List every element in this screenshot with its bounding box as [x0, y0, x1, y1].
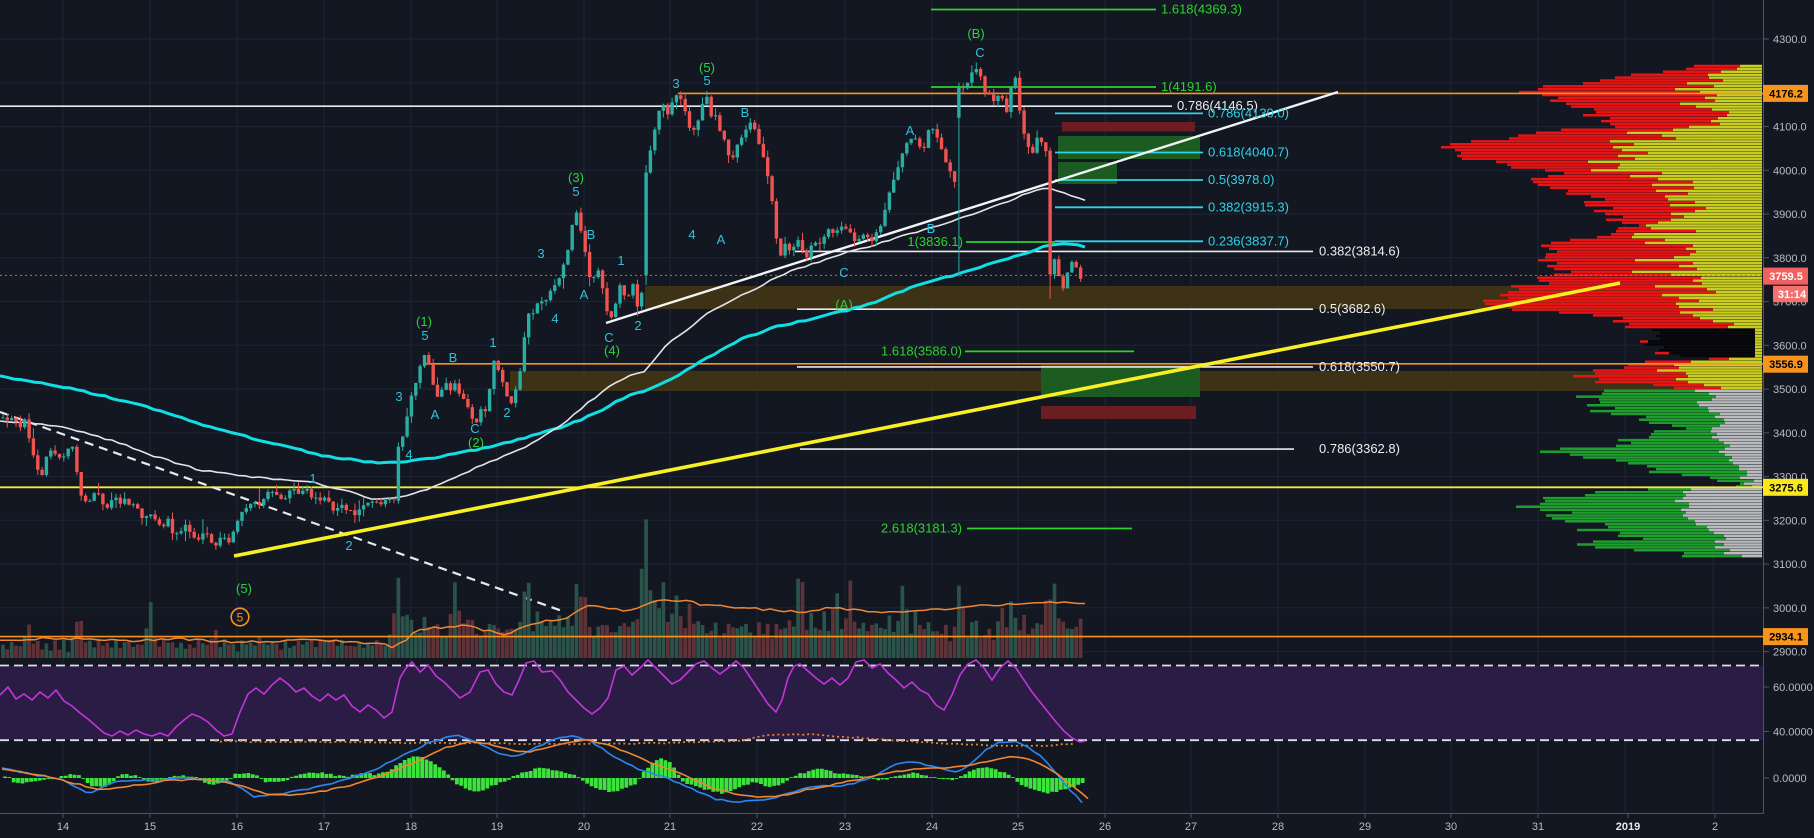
svg-text:(2): (2) — [468, 435, 484, 450]
svg-text:3900.0: 3900.0 — [1773, 209, 1807, 221]
svg-text:27: 27 — [1185, 821, 1197, 833]
svg-text:3275.6: 3275.6 — [1769, 482, 1803, 494]
svg-text:0.5(3682.6): 0.5(3682.6) — [1319, 301, 1386, 316]
svg-text:3600.0: 3600.0 — [1773, 340, 1807, 352]
svg-text:(B): (B) — [967, 26, 984, 41]
svg-text:3500.0: 3500.0 — [1773, 384, 1807, 396]
svg-text:B: B — [449, 350, 458, 365]
svg-text:(1): (1) — [416, 314, 432, 329]
svg-text:4000.0: 4000.0 — [1773, 165, 1807, 177]
svg-text:(A): (A) — [835, 297, 852, 312]
svg-text:A: A — [717, 232, 726, 247]
svg-text:3100.0: 3100.0 — [1773, 559, 1807, 571]
svg-text:2: 2 — [634, 318, 641, 333]
svg-text:C: C — [975, 45, 984, 60]
svg-text:C: C — [839, 265, 848, 280]
svg-text:1: 1 — [617, 253, 624, 268]
svg-text:2: 2 — [1712, 821, 1718, 833]
svg-text:15: 15 — [144, 821, 156, 833]
svg-text:14: 14 — [57, 821, 69, 833]
svg-text:4176.2: 4176.2 — [1769, 88, 1803, 100]
svg-text:5: 5 — [572, 184, 579, 199]
svg-text:20: 20 — [578, 821, 590, 833]
svg-text:C: C — [470, 421, 479, 436]
svg-text:22: 22 — [751, 821, 763, 833]
svg-text:3200.0: 3200.0 — [1773, 515, 1807, 527]
svg-text:(5): (5) — [699, 60, 715, 75]
svg-text:A: A — [906, 123, 915, 138]
svg-text:25: 25 — [1012, 821, 1024, 833]
svg-text:17: 17 — [318, 821, 330, 833]
svg-text:4: 4 — [688, 227, 695, 242]
svg-text:0.0000: 0.0000 — [1773, 773, 1807, 785]
svg-text:21: 21 — [664, 821, 676, 833]
svg-text:0.618(3550.7): 0.618(3550.7) — [1319, 359, 1400, 374]
svg-text:31: 31 — [1532, 821, 1544, 833]
svg-text:B: B — [587, 227, 596, 242]
svg-text:4: 4 — [551, 311, 558, 326]
svg-text:3: 3 — [395, 389, 402, 404]
svg-text:0.382(3915.3): 0.382(3915.3) — [1208, 199, 1289, 214]
svg-text:3556.9: 3556.9 — [1769, 359, 1803, 371]
svg-text:1: 1 — [489, 335, 496, 350]
svg-text:30: 30 — [1445, 821, 1457, 833]
svg-text:29: 29 — [1359, 821, 1371, 833]
svg-text:2: 2 — [503, 405, 510, 420]
svg-text:5: 5 — [237, 611, 244, 625]
svg-text:(5): (5) — [236, 581, 252, 596]
svg-text:1.618(4369.3): 1.618(4369.3) — [1161, 2, 1242, 17]
svg-text:2934.1: 2934.1 — [1769, 632, 1803, 644]
svg-text:23: 23 — [839, 821, 851, 833]
svg-text:(3): (3) — [568, 170, 584, 185]
svg-text:3: 3 — [537, 246, 544, 261]
svg-text:2019: 2019 — [1616, 821, 1640, 833]
svg-text:C: C — [604, 330, 613, 345]
svg-text:4100.0: 4100.0 — [1773, 122, 1807, 134]
svg-text:0.786(4146.5): 0.786(4146.5) — [1177, 98, 1258, 113]
svg-text:1(4191.6): 1(4191.6) — [1161, 79, 1217, 94]
svg-text:40.0000: 40.0000 — [1773, 727, 1813, 739]
svg-text:0.236(3837.7): 0.236(3837.7) — [1208, 233, 1289, 248]
svg-text:19: 19 — [491, 821, 503, 833]
svg-text:3400.0: 3400.0 — [1773, 428, 1807, 440]
svg-text:3759.5: 3759.5 — [1769, 271, 1803, 283]
svg-text:0.618(4040.7): 0.618(4040.7) — [1208, 145, 1289, 160]
svg-text:2900.0: 2900.0 — [1773, 647, 1807, 659]
svg-text:4300.0: 4300.0 — [1773, 34, 1807, 46]
svg-text:1(3836.1): 1(3836.1) — [907, 234, 963, 249]
svg-text:5: 5 — [703, 73, 710, 88]
svg-text:2.618(3181.3): 2.618(3181.3) — [881, 521, 962, 536]
svg-text:3800.0: 3800.0 — [1773, 253, 1807, 265]
svg-text:60.0000: 60.0000 — [1773, 682, 1813, 694]
svg-text:5: 5 — [421, 328, 428, 343]
svg-text:0.786(4130.0): 0.786(4130.0) — [1208, 105, 1289, 120]
svg-text:0.382(3814.6): 0.382(3814.6) — [1319, 243, 1400, 258]
svg-text:16: 16 — [231, 821, 243, 833]
svg-text:24: 24 — [926, 821, 938, 833]
svg-text:B: B — [741, 105, 750, 120]
svg-text:28: 28 — [1272, 821, 1284, 833]
svg-text:(4): (4) — [604, 343, 620, 358]
svg-text:1: 1 — [309, 471, 316, 486]
svg-text:2: 2 — [345, 538, 352, 553]
svg-text:4: 4 — [405, 447, 412, 462]
svg-text:A: A — [580, 287, 589, 302]
svg-text:26: 26 — [1099, 821, 1111, 833]
svg-text:3000.0: 3000.0 — [1773, 603, 1807, 615]
svg-text:1.618(3586.0): 1.618(3586.0) — [881, 343, 962, 358]
svg-text:A: A — [431, 407, 440, 422]
svg-text:3: 3 — [672, 76, 679, 91]
svg-text:0.5(3978.0): 0.5(3978.0) — [1208, 172, 1275, 187]
svg-text:B: B — [927, 221, 936, 236]
svg-text:31:14: 31:14 — [1778, 289, 1807, 301]
svg-text:0.786(3362.8): 0.786(3362.8) — [1319, 441, 1400, 456]
svg-text:18: 18 — [405, 821, 417, 833]
